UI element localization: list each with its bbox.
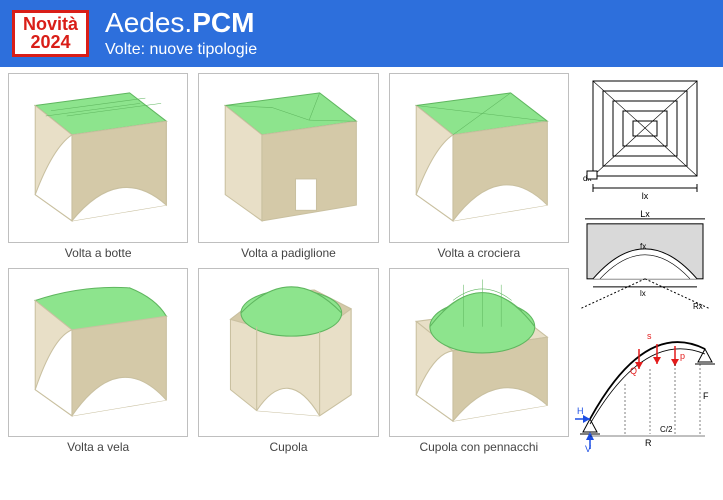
side-diagrams: lx dx Lx fx lx Rx <box>575 73 715 455</box>
diagram-forces: s p Q H V F C/2 <box>575 324 715 454</box>
label-Lx: Lx <box>640 209 650 219</box>
title-light: Aedes. <box>105 7 192 38</box>
label-C2: C/2 <box>660 425 673 434</box>
subtitle: Volte: nuove tipologie <box>105 41 257 59</box>
vault-caption: Cupola con pennacchi <box>389 440 569 454</box>
label-fx: fx <box>640 242 646 251</box>
diagram-section: Lx fx lx Rx <box>575 207 715 321</box>
badge-line-2: 2024 <box>23 33 78 52</box>
vault-grid: Volta a botte Volta a padiglione <box>8 73 569 455</box>
year-badge: Novità 2024 <box>12 10 89 58</box>
label-lx: lx <box>642 191 649 201</box>
label-R: R <box>645 438 652 448</box>
vault-caption: Volta a padiglione <box>198 246 378 260</box>
vault-card: Cupola con pennacchi <box>389 268 569 455</box>
diagram-plan: lx dx <box>575 73 715 203</box>
label-V: V <box>585 444 591 454</box>
vault-card: Volta a vela <box>8 268 188 455</box>
vault-thumb-cupola <box>198 268 378 438</box>
vault-thumb-crociera <box>389 73 569 243</box>
label-F: F <box>703 391 709 401</box>
label-H: H <box>577 406 584 416</box>
label-s: s <box>647 331 652 341</box>
label-Q: Q <box>630 366 637 376</box>
header: Novità 2024 Aedes.PCM Volte: nuove tipol… <box>0 0 723 67</box>
vault-card: Volta a botte <box>8 73 188 260</box>
vault-caption: Volta a vela <box>8 440 188 454</box>
content: Volta a botte Volta a padiglione <box>0 67 723 463</box>
vault-card: Volta a crociera <box>389 73 569 260</box>
vault-thumb-vela <box>8 268 188 438</box>
label-p: p <box>680 351 685 361</box>
title-bold: PCM <box>192 7 254 38</box>
vault-thumb-botte <box>8 73 188 243</box>
label-lx2: lx <box>640 289 646 298</box>
product-title: Aedes.PCM <box>105 8 257 39</box>
vault-caption: Cupola <box>198 440 378 454</box>
title-block: Aedes.PCM Volte: nuove tipologie <box>105 8 257 59</box>
label-Rx: Rx <box>693 302 703 311</box>
vault-thumb-padiglione <box>198 73 378 243</box>
vault-card: Volta a padiglione <box>198 73 378 260</box>
vault-thumb-pennacchi <box>389 268 569 438</box>
badge-line-1: Novità <box>23 15 78 34</box>
vault-caption: Volta a crociera <box>389 246 569 260</box>
vault-card: Cupola <box>198 268 378 455</box>
vault-caption: Volta a botte <box>8 246 188 260</box>
